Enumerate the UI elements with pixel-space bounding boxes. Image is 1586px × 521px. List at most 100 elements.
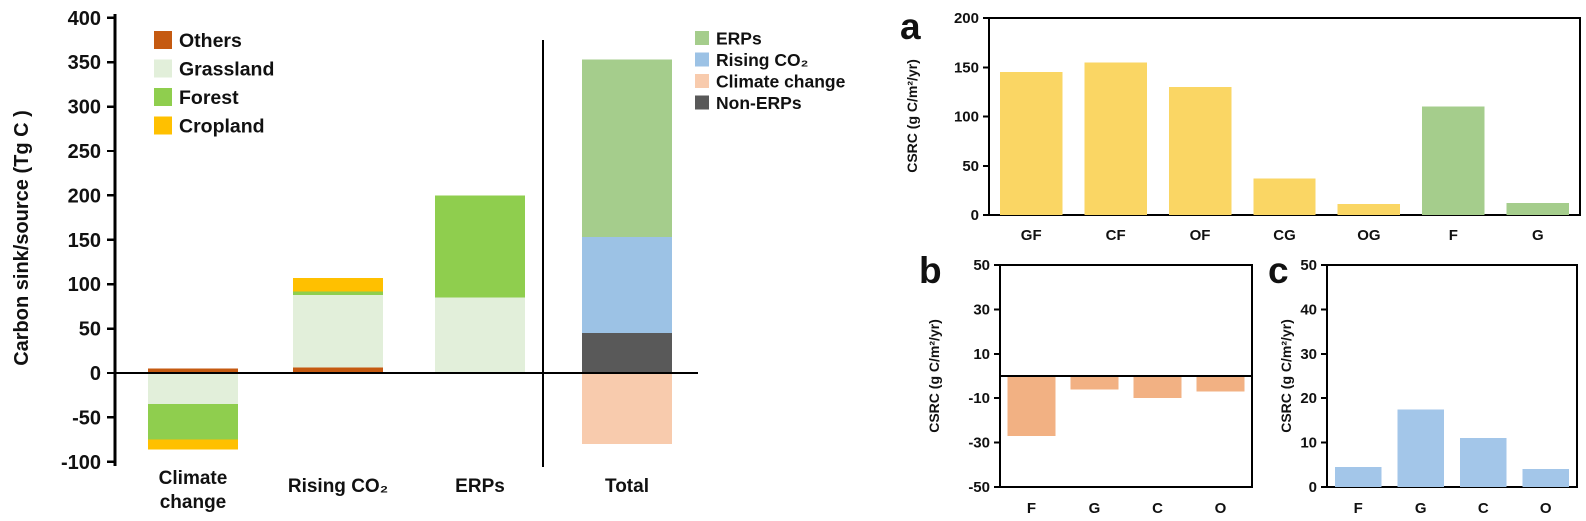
bar-segment-non-erps-total [582,333,672,373]
y-tick-label: 300 [68,97,101,119]
bar-chart-panel-a-csrc: 200 150 100 50 0 GF CF OF CG OG F G CSRC (g C/m²/yr) [890,0,1586,250]
x-tick-label: F [1449,227,1458,244]
y-tick-label: -50 [72,407,101,429]
legend-swatch [695,74,709,88]
x-tick-label: GF [1021,227,1042,244]
bar-f [1334,467,1382,487]
panel-label-c: c [1268,250,1289,291]
x-tick-label: CG [1273,227,1296,244]
y-tick-label: 50 [962,158,979,175]
y-axis-title: CSRC (g C/m²/yr) [904,59,920,173]
bar-segment-rising-co-total [582,237,672,334]
x-tick-label: O [1540,500,1552,517]
y-tick-label: -30 [968,435,990,452]
bar-segment-forest-climate-change [148,404,238,440]
x-tick-label: G [1415,500,1427,517]
bar-segment-forest-erps [435,195,525,298]
bar-segment-erps-total [582,59,672,238]
x-tick-label: Rising CO₂ [288,476,388,497]
legend-swatch [695,52,709,67]
legend-swatch [154,59,172,78]
bar-og [1337,204,1401,215]
bar-o [1196,376,1245,392]
bar-of [1168,86,1232,215]
legend-label: Grassland [179,59,274,81]
x-tick-label: OG [1357,227,1380,244]
chart-canvas: 200 150 100 50 0 GF CF OF CG OG F G CSRC (g C/m²/yr) [904,10,1582,244]
y-tick-label: 0 [90,363,101,385]
legend-item-forest: Forest [154,87,239,109]
y-tick-label: 150 [954,59,979,76]
y-tick-label: 0 [1309,479,1317,496]
x-tick-label: F [1354,500,1363,517]
x-tick-label: F [1027,500,1036,517]
legend-label: Cropland [179,116,265,138]
y-tick-label: 200 [68,185,101,207]
y-tick-label: 150 [68,230,101,252]
x-tick-label: G [1089,500,1101,517]
y-tick-label: 20 [1300,390,1317,407]
legend-item-rising-co: Rising CO₂ [695,50,808,70]
y-tick-label: 50 [79,319,101,341]
bar-g [1397,409,1445,487]
plot-frame [1325,263,1579,489]
y-axis-title: CSRC (g C/m²/yr) [1278,319,1294,433]
y-tick-label: 40 [1300,301,1317,318]
bar-segment-forest-rising-co [293,291,383,295]
y-tick-label: 200 [954,10,979,27]
stacked-bar-chart-carbon-sink-source: 400 350 300 250 200 150 100 50 0 -50 -100 Climate ch… [11,8,846,513]
bar-chart-panel-c-csrc: 50 40 30 20 10 0 F G C O CSRC (g C/m²/yr) [1260,250,1586,521]
legend-swatch [154,88,172,106]
panel-label-a: a [900,6,921,47]
bar-o [1522,469,1570,487]
y-tick-label: 100 [68,274,101,296]
bar-segment-cropland-climate-change [148,439,238,450]
x-tick-label: O [1215,500,1227,517]
y-tick-label: 10 [973,346,990,363]
bar-segment-grassland-climate-change [148,373,238,405]
legend-label: Climate change [716,71,846,91]
y-tick-label: 10 [1300,435,1317,452]
legend-item-others: Others [154,30,242,52]
bar-g [1506,203,1570,215]
legend-item-cropland: Cropland [154,116,265,138]
x-tick-label: OF [1190,227,1211,244]
bar-segment-others-rising-co [293,367,383,373]
bar-f [1007,376,1056,436]
y-tick-label: 0 [971,207,979,224]
bar-segment-cropland-rising-co [293,277,383,292]
bar-segment-climate-change-total [582,373,672,445]
bar-c [1459,438,1507,487]
x-tick-label: C [1152,500,1163,517]
x-tick-label: G [1532,227,1544,244]
y-tick-label: -50 [968,479,990,496]
bar-segment-others-climate-change [148,368,238,373]
legend-item-erps: ERPs [695,28,762,48]
panel-label-b: b [919,250,942,291]
y-tick-label: 400 [68,8,101,30]
bar-c [1133,376,1182,399]
legend-label: Non-ERPs [716,93,802,113]
y-tick-label: -100 [61,452,101,474]
legend-item-grassland: Grassland [154,59,274,81]
bar-chart-panel-b-csrc: 50 30 10 -10 -30 -50 F G C O CSRC (g C/m²/yr) [890,250,1260,521]
chart-canvas: 400 350 300 250 200 150 100 50 0 -50 -100 Climate ch… [11,8,846,513]
bar-f [1422,106,1485,215]
legend-label: Forest [179,87,239,109]
x-tick-label: CF [1106,227,1126,244]
y-tick-label: 30 [973,301,990,318]
y-tick-label: 350 [68,52,101,74]
legend-swatch [695,95,709,110]
y-tick-label: 50 [1300,257,1317,274]
bar-cf [1084,62,1147,216]
chart-canvas: 50 40 30 20 10 0 F G C O CSRC (g C/m²/yr) [1278,257,1579,517]
legend-swatch [154,116,172,135]
legend-label: ERPs [716,28,762,48]
bar-segment-grassland-rising-co [293,294,383,368]
y-axis-title: Carbon sink/source (Tg C ) [11,110,33,366]
legend-item-climate-change: Climate change [695,71,846,91]
y-tick-label: -10 [968,390,990,407]
bar-gf [999,72,1063,215]
x-tick-label: C [1478,500,1489,517]
x-tick-label: Climate change [159,468,228,513]
